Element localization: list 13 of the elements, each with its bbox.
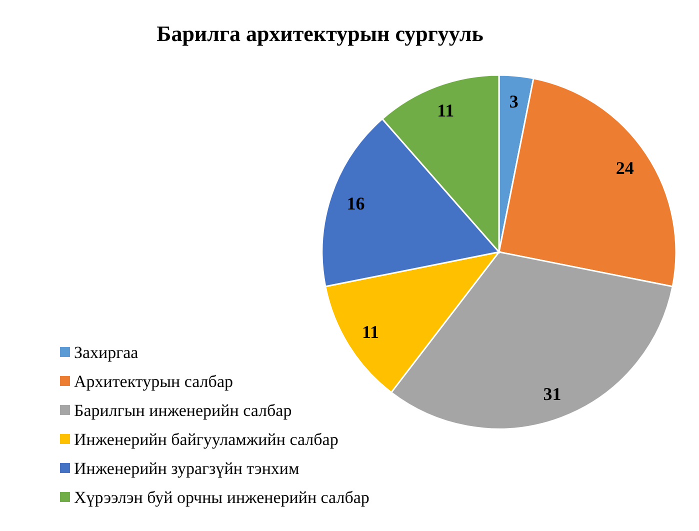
legend-label: Захиргаа: [74, 342, 139, 362]
data-label: 24: [616, 158, 634, 178]
legend-label: Барилгын инженерийн салбар: [74, 400, 292, 420]
chart-title: Барилга архитектурын сургууль: [156, 21, 484, 46]
legend-label: Хүрээлэн буй орчны инженерийн салбар: [74, 488, 370, 507]
legend-label: Инженерийн зурагзүйн тэнхим: [74, 458, 300, 478]
legend-label: Инженерийн байгууламжийн салбар: [74, 430, 338, 449]
data-label: 11: [362, 322, 379, 342]
data-label: 11: [437, 100, 454, 121]
data-label: 31: [543, 384, 562, 404]
legend-label: Архитектурын салбар: [74, 372, 233, 391]
data-label: 3: [509, 92, 518, 112]
data-label: 16: [346, 194, 365, 214]
